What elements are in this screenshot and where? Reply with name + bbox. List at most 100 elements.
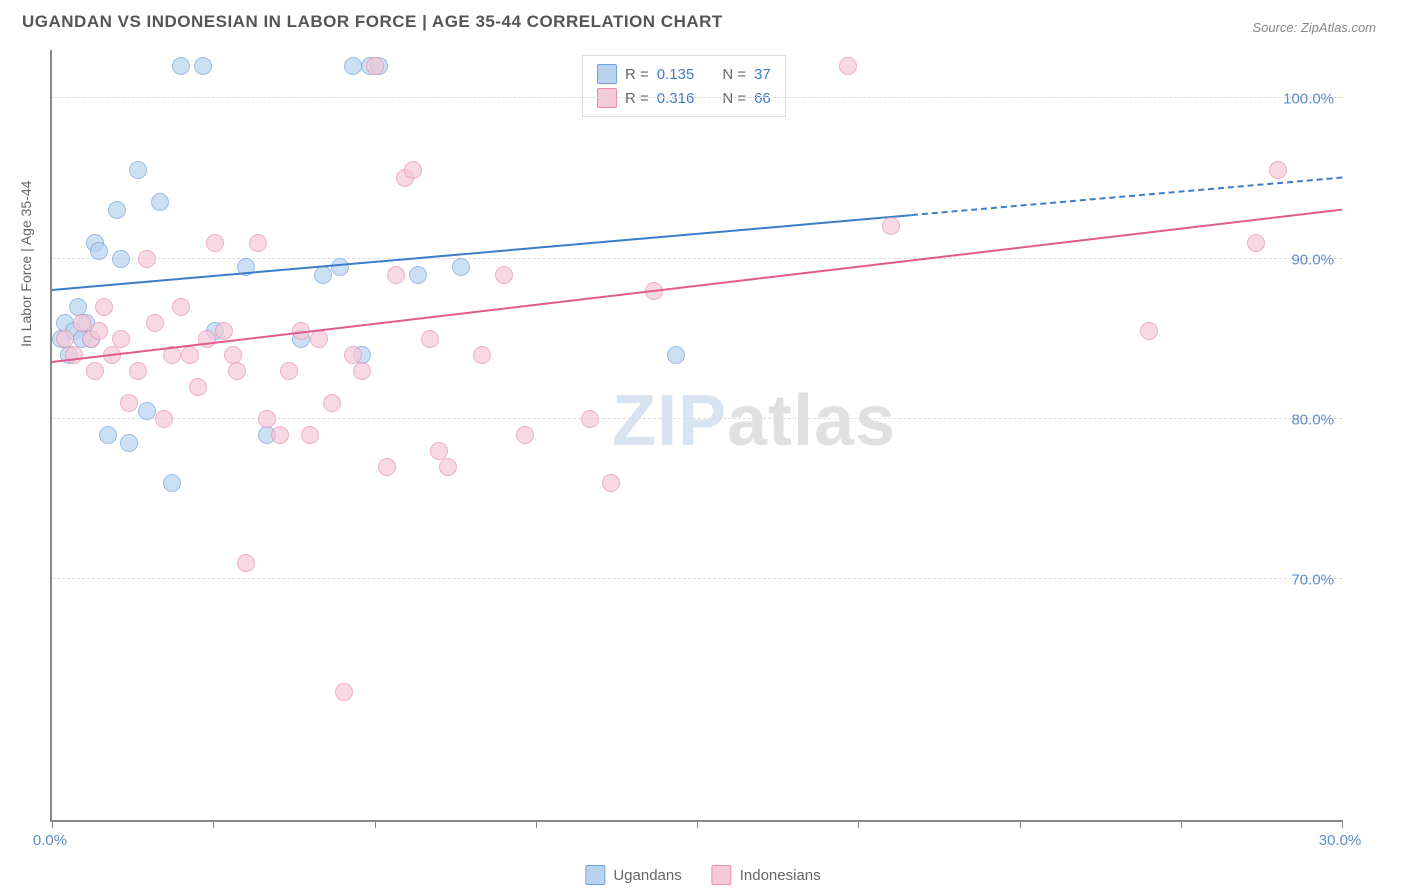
legend-swatch — [712, 865, 732, 885]
scatter-point — [112, 330, 130, 348]
n-value: 37 — [754, 66, 771, 83]
r-value: 0.135 — [657, 66, 695, 83]
scatter-point — [120, 434, 138, 452]
x-tick — [1020, 820, 1021, 828]
scatter-point — [314, 266, 332, 284]
scatter-point — [151, 193, 169, 211]
watermark-atlas: atlas — [727, 381, 896, 461]
scatter-point — [667, 346, 685, 364]
scatter-point — [335, 683, 353, 701]
scatter-point — [473, 346, 491, 364]
scatter-point — [882, 217, 900, 235]
scatter-point — [146, 314, 164, 332]
legend-label: Ugandans — [613, 867, 681, 884]
scatter-point — [237, 554, 255, 572]
r-label: R = — [625, 66, 649, 83]
n-label: N = — [722, 66, 746, 83]
y-axis-label: In Labor Force | Age 35-44 — [18, 181, 34, 347]
x-tick — [52, 820, 53, 828]
legend-row: R = 0.135 N = 37 — [597, 62, 771, 86]
legend-item: Indonesians — [712, 863, 821, 887]
y-tick-label: 90.0% — [1291, 251, 1334, 268]
scatter-point — [581, 410, 599, 428]
scatter-point — [215, 322, 233, 340]
scatter-point — [421, 330, 439, 348]
x-tick — [697, 820, 698, 828]
scatter-point — [301, 426, 319, 444]
scatter-point — [108, 201, 126, 219]
x-tick — [375, 820, 376, 828]
scatter-point — [129, 362, 147, 380]
plot-area: ZIPatlas R =0.135N =37R =0.316N =66 70.0… — [50, 50, 1342, 822]
scatter-point — [516, 426, 534, 444]
x-tick — [1342, 820, 1343, 828]
scatter-point — [310, 330, 328, 348]
scatter-point — [280, 362, 298, 380]
scatter-point — [181, 346, 199, 364]
scatter-point — [249, 234, 267, 252]
scatter-point — [404, 161, 422, 179]
gridline — [52, 418, 1342, 419]
scatter-point — [366, 57, 384, 75]
regression-line — [52, 214, 912, 291]
x-tick — [536, 820, 537, 828]
scatter-point — [99, 426, 117, 444]
x-tick-label: 30.0% — [1319, 832, 1362, 849]
scatter-point — [163, 474, 181, 492]
scatter-point — [129, 161, 147, 179]
scatter-point — [228, 362, 246, 380]
scatter-point — [138, 250, 156, 268]
scatter-point — [138, 402, 156, 420]
gridline — [52, 97, 1342, 98]
scatter-point — [112, 250, 130, 268]
y-tick-label: 80.0% — [1291, 411, 1334, 428]
gridline — [52, 578, 1342, 579]
scatter-point — [439, 458, 457, 476]
scatter-point — [271, 426, 289, 444]
scatter-point — [258, 410, 276, 428]
chart-title: UGANDAN VS INDONESIAN IN LABOR FORCE | A… — [22, 12, 723, 32]
scatter-point — [387, 266, 405, 284]
scatter-point — [1247, 234, 1265, 252]
scatter-point — [602, 474, 620, 492]
watermark-zip: ZIP — [612, 381, 727, 461]
scatter-point — [172, 57, 190, 75]
scatter-point — [331, 258, 349, 276]
x-tick — [1181, 820, 1182, 828]
scatter-point — [155, 410, 173, 428]
regression-line — [912, 176, 1342, 215]
scatter-point — [189, 378, 207, 396]
scatter-point — [95, 298, 113, 316]
x-tick — [213, 820, 214, 828]
watermark: ZIPatlas — [612, 380, 896, 462]
scatter-point — [495, 266, 513, 284]
source-attribution: Source: ZipAtlas.com — [1252, 20, 1376, 35]
scatter-point — [172, 298, 190, 316]
chart-container: UGANDAN VS INDONESIAN IN LABOR FORCE | A… — [0, 0, 1406, 892]
correlation-legend: R =0.135N =37R =0.316N =66 — [582, 55, 786, 117]
scatter-point — [194, 57, 212, 75]
scatter-point — [344, 57, 362, 75]
legend-swatch — [597, 64, 617, 84]
scatter-point — [90, 242, 108, 260]
scatter-point — [409, 266, 427, 284]
legend-swatch — [585, 865, 605, 885]
scatter-point — [323, 394, 341, 412]
scatter-point — [1269, 161, 1287, 179]
y-tick-label: 100.0% — [1283, 91, 1334, 108]
scatter-point — [353, 362, 371, 380]
x-tick-label: 0.0% — [33, 832, 67, 849]
legend-item: Ugandans — [585, 863, 681, 887]
y-tick-label: 70.0% — [1291, 572, 1334, 589]
series-legend: Ugandans Indonesians — [585, 863, 820, 887]
scatter-point — [378, 458, 396, 476]
scatter-point — [120, 394, 138, 412]
legend-label: Indonesians — [740, 867, 821, 884]
scatter-point — [1140, 322, 1158, 340]
x-tick — [858, 820, 859, 828]
scatter-point — [86, 362, 104, 380]
scatter-point — [206, 234, 224, 252]
scatter-point — [90, 322, 108, 340]
scatter-point — [452, 258, 470, 276]
scatter-point — [839, 57, 857, 75]
